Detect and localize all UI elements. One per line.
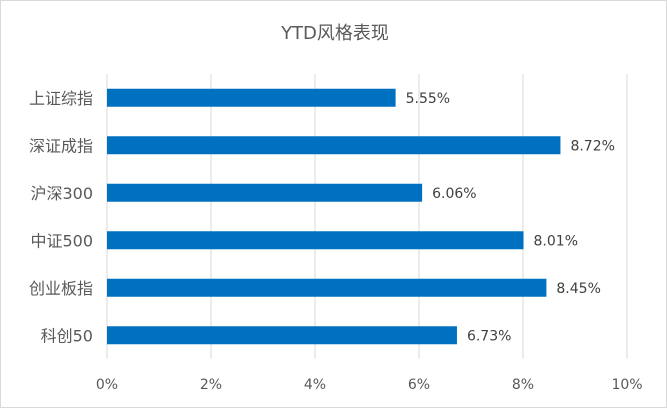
data-label-2: 6.06% [432, 186, 476, 202]
gridlines [106, 74, 628, 359]
data-label-3: 8.01% [534, 233, 578, 249]
chart-title: YTD风格表现 [280, 23, 389, 44]
category-label-3: 中证500 [30, 231, 93, 250]
category-label-5: 科创50 [41, 326, 93, 345]
x-tick-label-0: 0% [96, 377, 118, 393]
x-tick-label-2: 4% [304, 377, 326, 393]
category-label-4: 创业板指 [29, 279, 93, 298]
x-tick-label-3: 6% [408, 377, 430, 393]
x-tick-label-5: 10% [611, 377, 642, 393]
data-label-4: 8.45% [556, 281, 600, 297]
bar-5 [107, 326, 457, 345]
x-axis-tick-labels: 0% 2% 4% 6% 8% 10% [96, 377, 643, 393]
bar-3 [107, 231, 524, 250]
bars [107, 88, 561, 345]
x-tick-label-4: 8% [512, 377, 534, 393]
data-label-5: 6.73% [467, 328, 511, 344]
category-label-1: 深证成指 [29, 136, 93, 155]
bar-1 [107, 136, 561, 155]
category-label-0: 上证综指 [29, 89, 93, 108]
data-labels: 5.55% 8.72% 6.06% 8.01% 8.45% 6.73% [406, 91, 615, 345]
bar-0 [107, 88, 396, 107]
x-tick-label-1: 2% [200, 377, 222, 393]
category-label-2: 沪深300 [30, 184, 93, 203]
data-label-1: 8.72% [570, 138, 614, 154]
bar-2 [107, 183, 423, 202]
data-label-0: 5.55% [406, 91, 450, 107]
bar-4 [107, 278, 547, 297]
